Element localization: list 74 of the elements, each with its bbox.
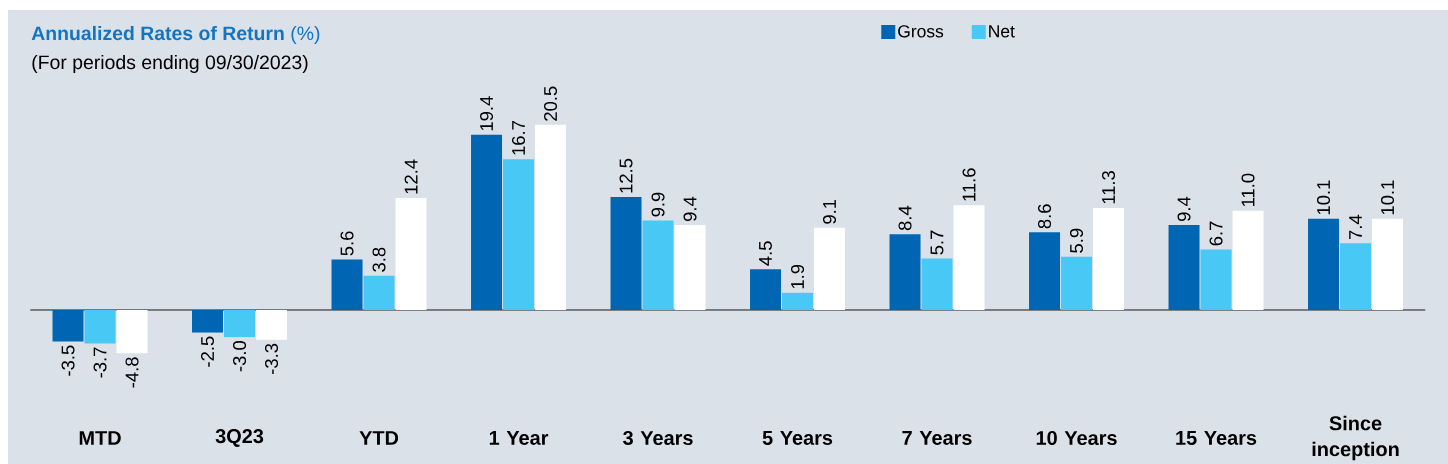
data-label: -2.5 [200, 336, 215, 367]
data-label: -3.0 [232, 340, 247, 372]
x-tick-label: YTD [359, 431, 399, 445]
data-label: 11.3 [1102, 171, 1116, 204]
data-label: 5.6 [340, 231, 354, 256]
bar [192, 309, 224, 333]
x-tick-label: 15 Years [1176, 431, 1257, 445]
bar [1232, 210, 1264, 310]
chart-subtitle: (For periods ending 09/30/2023) [32, 54, 308, 74]
bar [1029, 232, 1061, 310]
data-label: 8.6 [1038, 204, 1052, 229]
bar [116, 309, 148, 354]
x-tick-label: Since inception [1312, 415, 1399, 461]
data-label: 12.5 [619, 158, 633, 193]
bar [331, 259, 363, 310]
bar [889, 234, 921, 310]
x-tick-label: 3 Years [623, 430, 693, 446]
bar [84, 309, 116, 344]
legend-label: Gross [898, 25, 944, 38]
data-label: 12.4 [404, 159, 418, 194]
bar [642, 220, 674, 310]
bar [52, 309, 84, 342]
data-label: 10.1 [1317, 180, 1331, 215]
data-label: 8.4 [898, 205, 912, 231]
bar [1061, 256, 1093, 310]
bar [535, 124, 567, 310]
bar [224, 309, 256, 338]
data-label: 5.7 [930, 230, 944, 255]
data-label: -3.7 [93, 347, 107, 378]
bar [256, 309, 288, 340]
data-label: 6.7 [1209, 221, 1223, 246]
bar [782, 292, 814, 310]
data-label: 7.4 [1349, 214, 1362, 240]
data-label: 10.1 [1381, 180, 1395, 215]
bar [921, 258, 953, 310]
data-label: -3.5 [61, 345, 75, 376]
data-label: 20.5 [543, 86, 558, 121]
bar [1200, 249, 1232, 310]
bar [1168, 225, 1200, 310]
bar [503, 159, 535, 310]
data-label: -3.3 [264, 343, 279, 374]
x-tick-label: 10 Years [1036, 430, 1117, 446]
x-tick-label: 5 Years [762, 431, 833, 445]
x-tick-label: 1 Year [489, 431, 549, 445]
bar [395, 198, 427, 310]
bar [953, 205, 985, 310]
x-tick-label: MTD [79, 431, 121, 445]
bar [1372, 218, 1404, 310]
data-label: 9.4 [683, 196, 697, 222]
bar [750, 269, 782, 310]
data-label: 11.6 [962, 168, 976, 201]
data-label: 9.1 [822, 199, 837, 224]
data-label: 1.9 [790, 264, 805, 289]
bar [1340, 243, 1372, 310]
bar [471, 134, 503, 310]
data-label: 5.9 [1069, 228, 1084, 253]
x-tick-label: 7 Years [902, 431, 972, 445]
x-tick-label: 3Q23 [215, 429, 264, 447]
data-label: 3.8 [372, 247, 386, 272]
data-label: -4.8 [125, 357, 139, 388]
data-label: 9.4 [1177, 196, 1191, 222]
legend-label: Net [989, 25, 1015, 38]
data-label: 4.5 [759, 241, 772, 266]
bar [1308, 218, 1340, 310]
data-label: 11.0 [1241, 173, 1255, 207]
data-label: 19.4 [479, 96, 494, 131]
bar [610, 197, 642, 310]
data-label: 16.7 [511, 121, 526, 155]
bar [363, 275, 395, 310]
data-label: 9.9 [651, 192, 665, 217]
chart-title: Annualized Rates of Return (%) [31, 25, 320, 44]
bar [1093, 207, 1125, 310]
bar [674, 225, 706, 310]
bar [814, 227, 846, 310]
